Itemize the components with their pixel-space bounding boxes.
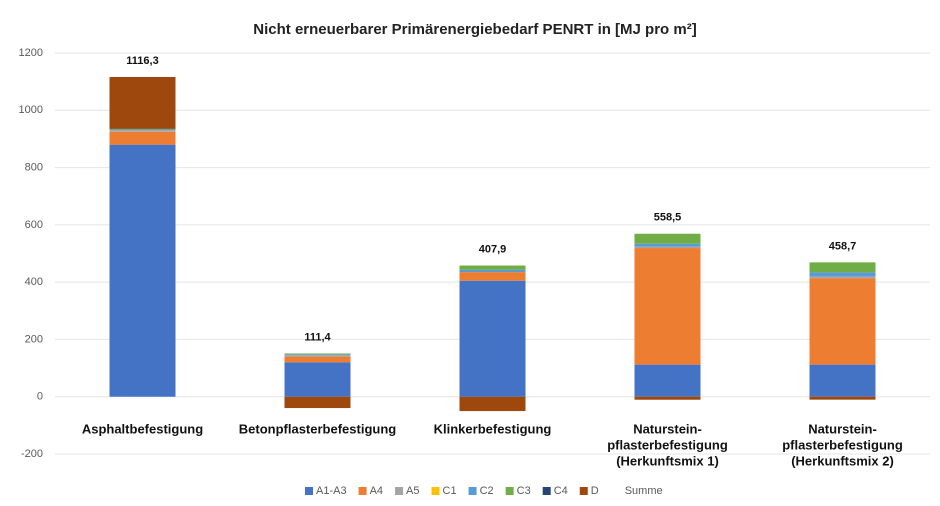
bar-segment: [109, 130, 176, 132]
bar-segment: [459, 265, 526, 270]
legend-label: Summe: [625, 485, 663, 497]
bar-segment: [284, 355, 351, 357]
legend-label: C2: [480, 485, 494, 497]
y-tick-label: -200: [21, 448, 43, 460]
y-tick-label: 600: [25, 219, 43, 231]
legend-swatch: [505, 487, 514, 495]
bar-segment: [809, 262, 876, 273]
bar-segment: [459, 280, 526, 397]
y-tick-label: 200: [25, 333, 43, 345]
total-label: 558,5: [654, 212, 682, 224]
total-label: 407,9: [479, 243, 507, 255]
legend-swatch: [468, 487, 477, 495]
legend-swatch: [579, 487, 588, 495]
bar-segment: [809, 364, 876, 397]
bar-segment: [109, 131, 176, 145]
bar-segment: [109, 144, 176, 397]
bar-segment: [284, 362, 351, 397]
bar-segment: [809, 278, 876, 365]
x-tick-label: Betonpflasterbefestigung: [239, 422, 397, 437]
legend-swatch: [542, 487, 551, 495]
bar-segment: [634, 248, 701, 365]
bar-segment: [459, 396, 526, 412]
legend-label: C1: [443, 485, 457, 497]
bar-segment: [284, 396, 351, 409]
legend-label: A5: [406, 485, 419, 497]
bar-segment: [459, 269, 526, 273]
bar-segment: [809, 396, 876, 400]
legend-swatch: [431, 487, 440, 495]
bar-segment: [109, 129, 176, 131]
legend-swatch: [358, 487, 367, 495]
legend-swatch: [395, 487, 404, 495]
y-tick-label: 400: [25, 276, 43, 288]
bar-segment: [284, 356, 351, 363]
bar-segment: [109, 76, 176, 129]
legend-label: C3: [517, 485, 531, 497]
y-tick-label: 1200: [19, 47, 43, 59]
x-tick-label: Naturstein-pflasterbefestigung (Herkunfts…: [782, 422, 903, 469]
y-tick-label: 0: [37, 391, 43, 403]
chart-title: Nicht erneuerbarer Primärenergiebedarf P…: [253, 21, 696, 38]
legend-label: A4: [370, 485, 383, 497]
legend-label: C4: [554, 485, 568, 497]
bar-segment: [284, 354, 351, 356]
bar-segment: [634, 246, 701, 249]
bar-segment: [634, 364, 701, 397]
bar-segment: [634, 233, 701, 244]
bar-segment: [634, 396, 701, 400]
total-label: 458,7: [829, 240, 857, 252]
x-tick-label: Asphaltbefestigung: [82, 422, 203, 437]
bar-segment: [109, 128, 176, 130]
total-label: 1116,3: [126, 55, 158, 67]
bar-segment: [284, 353, 351, 355]
y-tick-label: 1000: [19, 104, 43, 116]
x-tick-label: Naturstein-pflasterbefestigung (Herkunfts…: [607, 422, 728, 469]
y-tick-label: 800: [25, 161, 43, 173]
x-tick-label: Klinkerbefestigung: [434, 422, 552, 437]
total-label: 111,4: [304, 331, 331, 343]
bar-segment: [809, 272, 876, 277]
bar-segment: [634, 243, 701, 247]
legend-label: D: [591, 485, 599, 497]
bar-segment: [459, 272, 526, 281]
bar-segment: [809, 276, 876, 279]
legend-swatch: [305, 487, 313, 495]
legend-label: A1-A3: [316, 485, 347, 497]
